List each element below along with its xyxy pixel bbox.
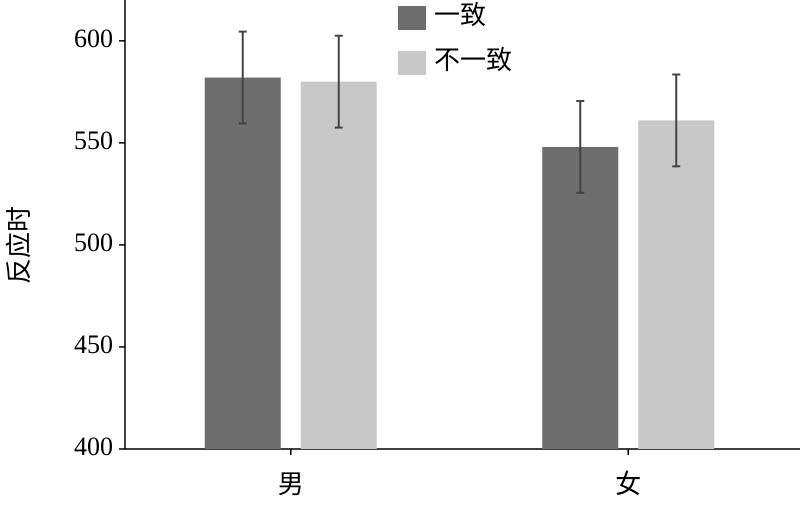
bar xyxy=(204,77,281,450)
legend-swatch xyxy=(398,51,426,75)
y-axis-label: 反应时 xyxy=(5,206,34,284)
bar xyxy=(300,81,377,450)
y-tick-label: 600 xyxy=(74,24,113,53)
y-tick-label: 450 xyxy=(74,330,113,359)
y-tick-label: 400 xyxy=(74,432,113,461)
legend-label: 不一致 xyxy=(434,46,512,75)
bar xyxy=(638,120,715,449)
bar xyxy=(542,146,619,450)
error-bar xyxy=(672,73,681,168)
x-tick-label: 男 xyxy=(278,470,304,499)
legend-label: 一致 xyxy=(434,1,486,30)
x-tick-label: 女 xyxy=(615,470,641,499)
error-bar xyxy=(238,30,247,125)
y-tick-label: 500 xyxy=(74,228,113,257)
error-bar xyxy=(334,34,343,129)
error-bar xyxy=(576,100,585,194)
y-tick-label: 550 xyxy=(74,126,113,155)
legend-swatch xyxy=(398,6,426,30)
